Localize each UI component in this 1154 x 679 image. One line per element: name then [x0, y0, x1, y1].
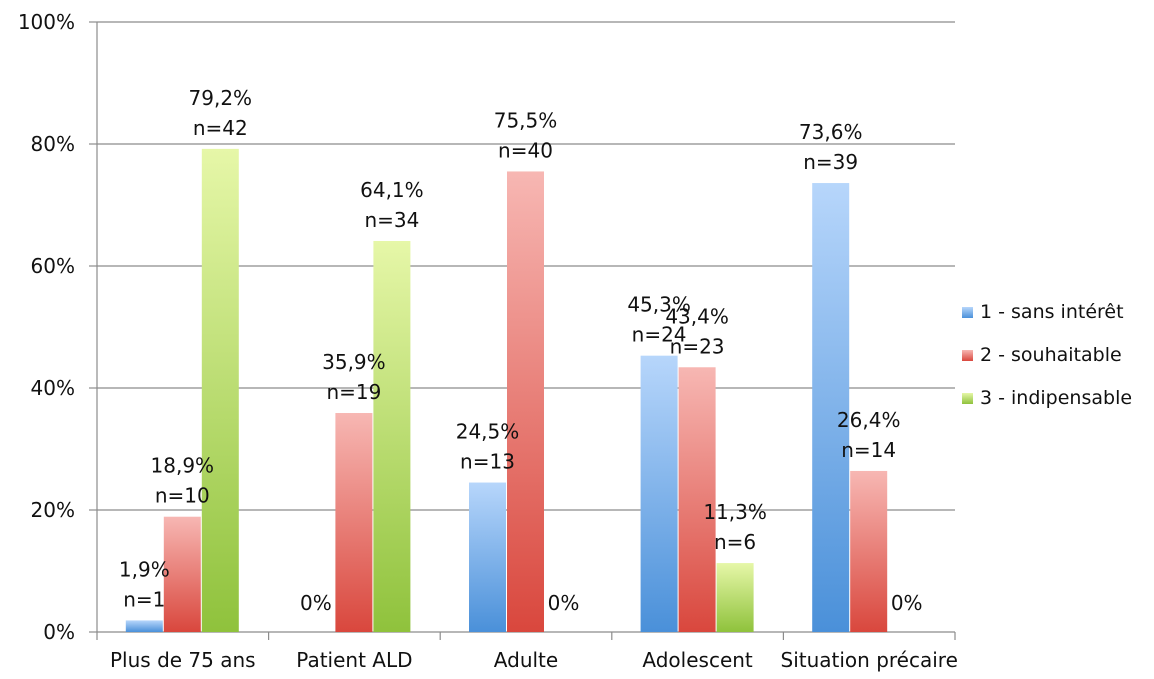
data-label: 43,4% [665, 304, 729, 328]
y-tick-label: 20% [31, 498, 75, 522]
legend-swatch [962, 350, 973, 361]
data-label: 0% [548, 591, 580, 615]
data-label: n=19 [326, 380, 381, 404]
y-tick-label: 60% [31, 254, 75, 278]
bar [507, 171, 544, 632]
bars [125, 148, 888, 633]
bar [469, 482, 506, 632]
legend-label: 1 - sans intérêt [980, 301, 1124, 323]
legend-label: 3 - indipensable [980, 387, 1132, 409]
data-label: n=14 [841, 438, 896, 462]
x-tick-label: Plus de 75 ans [110, 648, 256, 672]
legend: 1 - sans intérêt 2 - souhaitable 3 - indip… [962, 301, 1132, 409]
data-label: 11,3% [703, 500, 767, 524]
bar [716, 563, 754, 632]
data-label: 26,4% [837, 408, 901, 432]
x-tick-label: Patient ALD [296, 648, 412, 672]
data-label: n=23 [670, 334, 725, 358]
x-tick-label: Adulte [494, 648, 558, 672]
data-label: n=40 [498, 138, 553, 162]
data-label: 45,3% [627, 293, 691, 317]
bar [640, 355, 678, 632]
data-label: 18,9% [151, 454, 215, 478]
y-tick-label: 80% [31, 132, 75, 156]
data-label: 24,5% [456, 420, 520, 444]
data-label: n=24 [632, 323, 687, 347]
data-label: n=34 [364, 208, 419, 232]
y-tick-label: 40% [31, 376, 75, 400]
data-label: 75,5% [494, 108, 558, 132]
legend-swatch [962, 393, 973, 404]
data-label: 73,6% [799, 120, 863, 144]
bar [335, 413, 373, 632]
y-tick-label: 0% [43, 620, 75, 644]
bar [373, 240, 411, 633]
data-labels: 1,9% n=1 0% 24,5% n=13 45,3% n=24 73,6% n=39 18,9… [119, 86, 923, 615]
data-label: 0% [300, 591, 332, 615]
data-label: 0% [891, 591, 923, 615]
legend-label: 2 - souhaitable [980, 344, 1122, 366]
bar [850, 470, 888, 632]
data-label: 79,2% [189, 86, 253, 110]
data-label: n=39 [803, 150, 858, 174]
bar [812, 183, 850, 633]
bar [678, 367, 716, 632]
bar [201, 148, 239, 632]
bar [163, 516, 201, 632]
data-label: 64,1% [360, 178, 424, 202]
data-label: n=1 [123, 587, 165, 611]
data-label: n=13 [460, 450, 515, 474]
bar [125, 620, 163, 632]
data-label: n=42 [193, 116, 248, 140]
data-label: n=6 [714, 530, 756, 554]
x-tick-label: Adolescent [642, 648, 753, 672]
y-tick-label: 100% [18, 10, 75, 34]
data-label: n=10 [155, 484, 210, 508]
data-label: 35,9% [322, 350, 386, 374]
data-label: 1,9% [119, 557, 170, 581]
legend-swatch [962, 307, 973, 318]
x-tick-label: Situation précaire [781, 648, 958, 672]
